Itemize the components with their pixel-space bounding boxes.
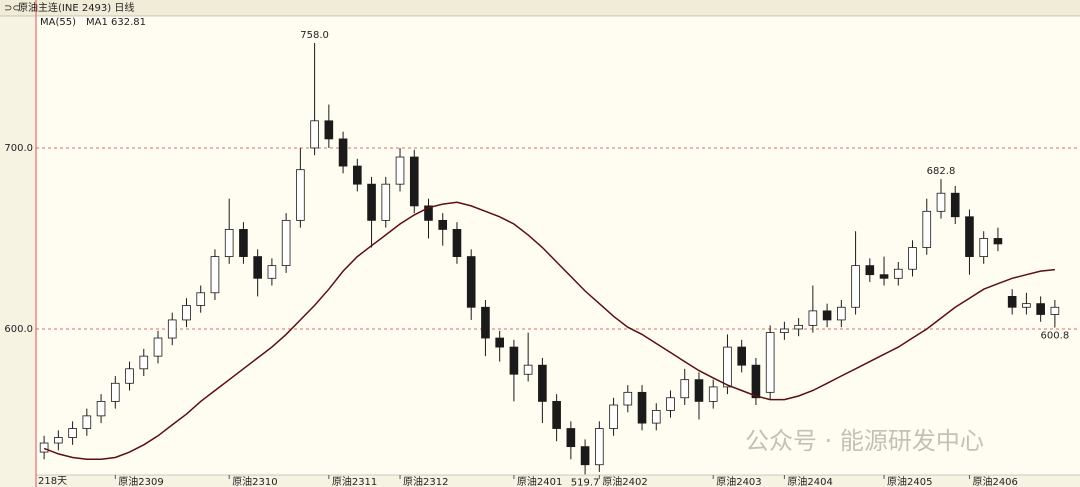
candle-body [651,410,661,424]
candle-body [224,229,234,257]
x-tick-label: 原油2309 [118,475,163,487]
candle-body [595,428,604,466]
candle-body [338,138,348,167]
candle-body [196,292,206,306]
candle-body [54,437,63,444]
candle-body [424,205,433,221]
candle-body [324,120,334,140]
candle-body [979,238,989,257]
candle-body [1050,306,1060,315]
candle-body [893,268,903,279]
watermark: 公众号 · 能源研发中心 [745,427,984,455]
candle-body [965,216,974,257]
candle-body [68,428,77,438]
candle-body [509,346,519,375]
candle-body [993,238,1003,245]
candle-body [680,379,690,399]
candle-body [495,337,504,348]
y-tick-label: 700.0 [4,143,33,154]
candle-body [110,382,120,402]
candle-body [780,328,789,334]
candle-body [167,319,177,339]
candle-body [879,274,889,279]
candle-body [253,256,262,279]
candle-body [922,210,932,248]
candle-body [1022,303,1031,308]
candle-body [808,310,818,326]
candle-body [210,256,220,294]
candle-body [409,156,419,207]
x-tick-label: 原油2405 [887,475,932,487]
x-tick-label: 原油2404 [787,475,832,487]
candle-body [765,332,775,393]
candle-body [125,368,134,384]
toolbar-icon: ⊃⊂ [4,3,21,14]
candle-body [1036,303,1045,315]
x-tick-label: 原油2402 [602,475,647,487]
header[interactable]: 原油主连(INE 2493) 日线 [18,1,134,14]
candle-body [296,169,305,221]
candle-body [182,305,191,321]
extreme-label: 600.8 [1041,331,1070,342]
candle-body [623,391,633,406]
x-tick-label: 原油2312 [403,475,448,487]
candle-body [523,364,533,375]
candle-body [751,364,761,399]
ma-label: MA1 632.81 [86,17,146,28]
extreme-label: 758.0 [300,30,329,41]
candle-body [1007,295,1017,308]
candle-body [950,192,960,218]
candle-body [609,404,618,429]
x-tick-label: 原油2406 [972,475,1017,487]
candle-body [580,446,590,466]
candle-body [452,229,462,257]
x-tick-label: 原油2401 [517,475,562,487]
candle-body [310,120,319,149]
candle-body [466,256,476,308]
extreme-label: 682.8 [927,166,956,177]
candle-body [139,355,149,370]
candle-body [395,156,405,185]
candle-body [865,265,875,276]
candle-body [908,247,917,270]
candle-body [666,397,675,411]
toolbar [0,0,1080,16]
candle-body [239,229,248,257]
indicator[interactable]: MA(55) [40,17,76,28]
candle-body [851,265,860,308]
candle-body [352,165,362,185]
candle-body [39,442,49,453]
candle-body [538,364,547,402]
candle-body [153,337,163,357]
candle-body [708,386,718,402]
candle-body [552,400,561,429]
plot-area [36,16,1080,475]
ma-line [43,201,1055,461]
candle-body [82,415,92,429]
y-tick-label: 600.0 [4,324,33,335]
candle-body [281,219,291,267]
candle-body [694,379,704,402]
candle-body [381,183,391,221]
candle-body [737,346,747,366]
candle-body [822,310,832,321]
period-label: 218天 [38,476,67,487]
candle-body [96,400,106,417]
candle-body [438,219,448,230]
candle-body [267,265,277,279]
extreme-label: 519.7 [571,477,600,487]
candle-body [936,192,946,212]
candle-body [367,183,376,221]
candle-body [637,391,647,424]
candle-body [794,324,803,330]
candle-body [566,428,576,448]
x-tick-label: 原油2310 [232,475,277,487]
candle-body [723,346,732,388]
candle-body [837,306,846,321]
x-tick-label: 原油2403 [716,475,761,487]
x-tick-label: 原油2311 [332,475,377,487]
candle-body [481,306,490,339]
